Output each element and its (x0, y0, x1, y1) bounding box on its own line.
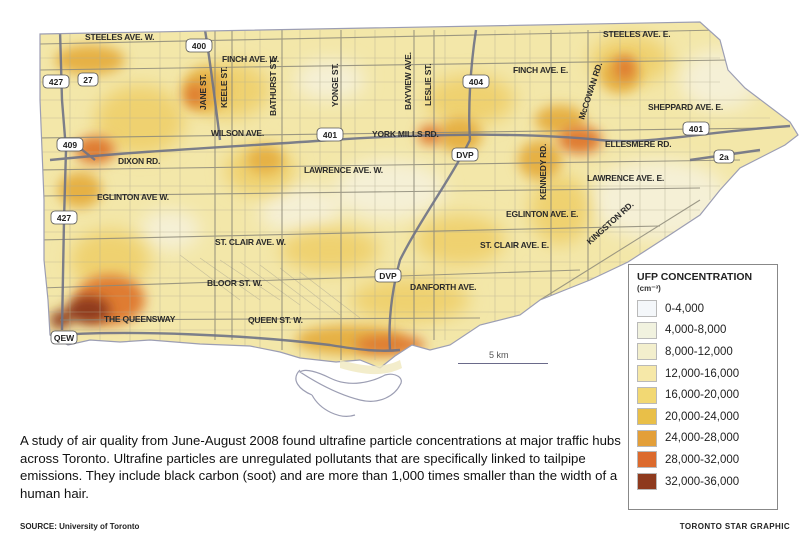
legend-swatch (637, 408, 657, 426)
highway-marker-hwy-27: 27 (77, 72, 99, 87)
svg-text:DVP: DVP (379, 271, 397, 281)
legend-item: 20,000-24,000 (637, 406, 769, 428)
legend-swatch (637, 365, 657, 383)
scale-line (458, 363, 548, 364)
highway-marker-hwy-427-s: 427 (50, 210, 78, 225)
street-label-leslie: LESLIE ST. (423, 64, 433, 106)
street-label-wilson: WILSON AVE. (211, 128, 264, 138)
legend-item: 12,000-16,000 (637, 363, 769, 385)
street-label-danforth: DANFORTH AVE. (410, 282, 476, 292)
street-label-steeles-w: STEELES AVE. W. (85, 32, 154, 42)
legend-label: 0-4,000 (665, 302, 705, 315)
legend-items: 0-4,000 4,000-8,000 8,000-12,000 12,000-16,… (637, 298, 769, 492)
legend-label: 4,000-8,000 (665, 324, 727, 337)
legend-item: 32,000-36,000 (637, 471, 769, 493)
highway-marker-hwy-404: 404 (462, 74, 490, 89)
street-label-keele: KEELE ST. (219, 67, 229, 108)
street-label-bayview: BAYVIEW AVE. (403, 52, 413, 110)
street-label-ellesmere: ELLESMERE RD. (605, 139, 671, 149)
legend-label: 24,000-28,000 (665, 432, 740, 445)
legend-item: 4,000-8,000 (637, 320, 769, 342)
source-note: SOURCE: University of Toronto (20, 522, 140, 531)
legend-item: 0-4,000 (637, 298, 769, 320)
street-label-bloor-w: BLOOR ST. W. (207, 278, 262, 288)
svg-text:400: 400 (192, 41, 206, 51)
legend-swatch (637, 321, 657, 339)
svg-text:404: 404 (469, 77, 483, 87)
highway-marker-dvp-n: DVP (451, 147, 479, 162)
svg-text:2a: 2a (719, 152, 729, 162)
svg-text:427: 427 (49, 77, 63, 87)
street-label-eglinton-w: EGLINTON AVE W. (97, 192, 169, 202)
legend-label: 20,000-24,000 (665, 410, 740, 423)
highway-marker-qew: QEW (50, 330, 78, 345)
legend-item: 24,000-28,000 (637, 428, 769, 450)
legend-label: 16,000-20,000 (665, 389, 740, 402)
legend: UFP CONCENTRATION (cm⁻³) 0-4,000 4,000-8,… (628, 264, 778, 510)
legend-swatch (637, 451, 657, 469)
street-label-lawrence-w: LAWRENCE AVE. W. (304, 165, 383, 175)
graphic-credit: TORONTO STAR GRAPHIC (679, 522, 790, 531)
highway-marker-hwy-401-e: 401 (682, 121, 710, 136)
highway-marker-dvp-s: DVP (374, 268, 402, 283)
scale-bar: 5 km (458, 350, 548, 374)
street-label-st-clair-e: ST. CLAIR AVE. E. (480, 240, 549, 250)
svg-text:27: 27 (83, 75, 93, 85)
legend-item: 28,000-32,000 (637, 449, 769, 471)
highway-marker-hwy-401-w: 401 (316, 127, 344, 142)
street-label-sheppard-e: SHEPPARD AVE. E. (648, 102, 723, 112)
street-label-finch-w: FINCH AVE. W. (222, 54, 279, 64)
caption: A study of air quality from June-August … (20, 433, 621, 501)
legend-item: 8,000-12,000 (637, 341, 769, 363)
street-label-lawrence-e: LAWRENCE AVE. E. (587, 173, 664, 183)
street-label-dixon: DIXON RD. (118, 156, 160, 166)
svg-text:QEW: QEW (54, 333, 75, 343)
street-label-steeles-e: STEELES AVE. E. (603, 29, 670, 39)
legend-swatch (637, 429, 657, 447)
svg-text:409: 409 (63, 140, 77, 150)
street-label-eglinton-e: EGLINTON AVE. E. (506, 209, 578, 219)
legend-label: 12,000-16,000 (665, 367, 740, 380)
highway-marker-hwy-2a: 2a (713, 149, 735, 164)
highway-marker-hwy-400: 400 (185, 38, 213, 53)
highway-marker-hwy-409: 409 (56, 137, 84, 152)
street-label-finch-e: FINCH AVE. E. (513, 65, 568, 75)
svg-text:DVP: DVP (456, 150, 474, 160)
legend-swatch (637, 386, 657, 404)
legend-swatch (637, 473, 657, 491)
toronto-ufp-map: STEELES AVE. W. STEELES AVE. E. FINCH AVE.… (39, 21, 799, 417)
scale-label: 5 km (489, 350, 509, 360)
legend-title: UFP CONCENTRATION (637, 271, 753, 283)
street-label-st-clair-w: ST. CLAIR AVE. W. (215, 237, 286, 247)
legend-unit: (cm⁻³) (637, 284, 661, 293)
highway-marker-hwy-427-n: 427 (42, 74, 70, 89)
svg-text:401: 401 (689, 124, 703, 134)
street-label-queen-w: QUEEN ST. W. (248, 315, 303, 325)
svg-text:427: 427 (57, 213, 71, 223)
legend-label: 28,000-32,000 (665, 453, 740, 466)
legend-label: 32,000-36,000 (665, 475, 740, 488)
street-label-yonge: YONGE ST. (330, 63, 340, 107)
svg-text:401: 401 (323, 130, 337, 140)
street-label-bathurst: BATHURST ST. (268, 58, 278, 116)
street-label-kennedy: KENNEDY RD. (538, 144, 548, 200)
street-label-york-mills: YORK MILLS RD. (372, 129, 439, 139)
legend-swatch (637, 300, 657, 318)
legend-item: 16,000-20,000 (637, 384, 769, 406)
legend-label: 8,000-12,000 (665, 345, 733, 358)
legend-swatch (637, 343, 657, 361)
street-label-jane: JANE ST. (198, 74, 208, 110)
street-label-queensway: THE QUEENSWAY (104, 314, 176, 324)
